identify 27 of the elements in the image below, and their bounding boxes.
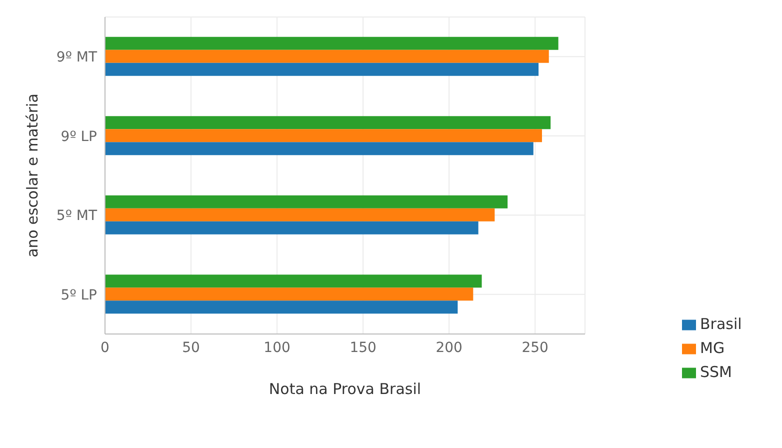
bar [105, 116, 551, 130]
x-tick-label: 200 [436, 340, 462, 356]
y-tick-label: 9º MT [56, 50, 98, 66]
y-axis-title: ano escolar e matéria [23, 94, 42, 258]
x-tick-label: 250 [522, 340, 548, 356]
bar [105, 300, 458, 314]
bar [105, 221, 478, 234]
bar [105, 208, 495, 222]
legend-label: Brasil [700, 315, 742, 333]
bar [105, 288, 474, 301]
bar [105, 129, 542, 142]
bar [105, 36, 558, 50]
bar [105, 62, 539, 76]
y-tick-label: 9º LP [60, 128, 97, 145]
y-tick-label: 5º LP [60, 287, 97, 304]
bar [105, 50, 549, 63]
bar [105, 274, 482, 288]
bar [105, 195, 508, 208]
x-tick-label: 0 [100, 340, 110, 356]
legend-label: SSM [700, 363, 732, 381]
x-tick-label: 150 [350, 340, 376, 356]
legend-label: MG [700, 339, 725, 357]
x-axis-title: Nota na Prova Brasil [268, 380, 422, 398]
bar [105, 142, 534, 156]
x-tick-label: 50 [182, 340, 200, 356]
x-tick-label: 100 [264, 340, 290, 356]
y-tick-label: 5º MT [56, 208, 98, 224]
